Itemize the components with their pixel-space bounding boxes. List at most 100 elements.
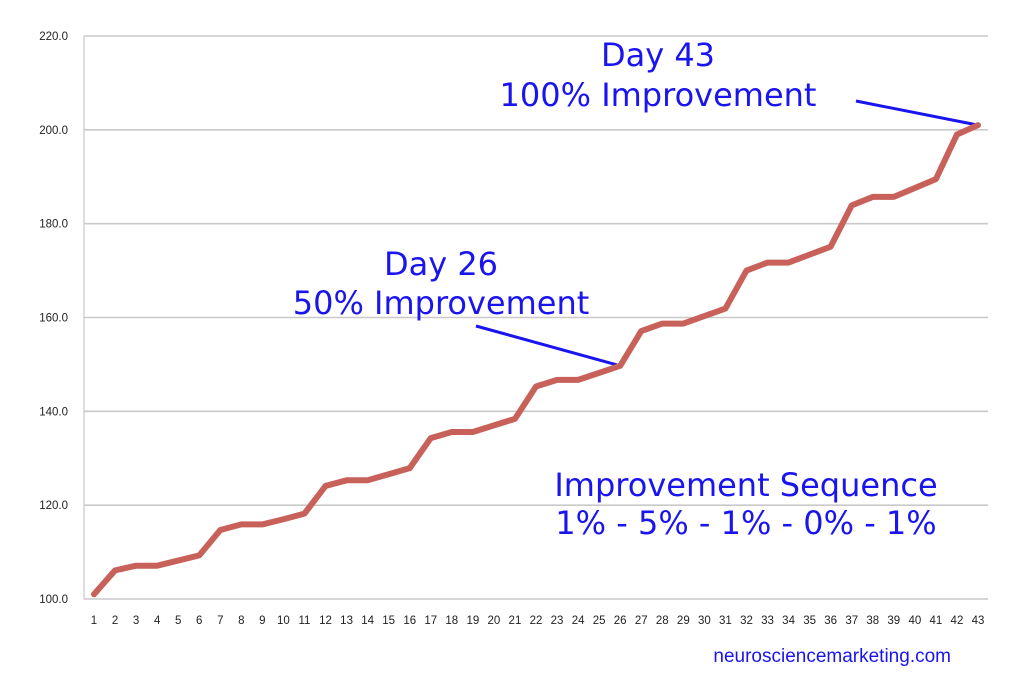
x-tick-label: 17 <box>424 615 437 627</box>
sequence-title: Improvement Sequence <box>554 466 937 504</box>
x-tick-label: 38 <box>866 615 879 627</box>
sequence-steps: 1% - 5% - 1% - 0% - 1% <box>555 504 936 542</box>
data-point <box>92 592 96 596</box>
x-tick-label: 20 <box>488 615 501 627</box>
data-point <box>934 177 938 181</box>
data-point <box>829 245 833 249</box>
x-tick-label: 6 <box>196 615 202 627</box>
series <box>91 122 981 598</box>
x-tick-label: 24 <box>572 615 585 627</box>
data-point <box>892 195 896 199</box>
data-point <box>260 522 264 526</box>
x-tick-label: 5 <box>175 615 181 627</box>
x-tick-label: 29 <box>677 615 690 627</box>
data-point <box>324 484 328 488</box>
x-tick-label: 32 <box>740 615 753 627</box>
x-tick-label: 13 <box>340 615 353 627</box>
data-point <box>281 517 285 521</box>
x-tick-label: 33 <box>761 615 774 627</box>
x-tick-label: 37 <box>845 615 858 627</box>
data-point <box>302 512 306 516</box>
y-axis-ticks: 100.0 120.0 140.0 160.0 180.0 200.0 220.0 <box>39 31 68 606</box>
x-tick-label: 9 <box>259 615 265 627</box>
x-tick-label: 41 <box>930 615 943 627</box>
y-tick-label: 100.0 <box>39 594 68 606</box>
x-tick-label: 7 <box>217 615 223 627</box>
x-tick-label: 15 <box>382 615 395 627</box>
x-tick-label: 22 <box>530 615 543 627</box>
y-tick-label: 180.0 <box>39 219 68 231</box>
x-tick-label: 2 <box>112 615 118 627</box>
x-tick-label: 19 <box>466 615 479 627</box>
credit-text: neurosciencemarketing.com <box>713 646 951 667</box>
data-point <box>387 472 391 476</box>
x-tick-label: 28 <box>656 615 669 627</box>
data-point <box>955 133 959 137</box>
x-tick-label: 31 <box>719 615 732 627</box>
y-tick-label: 200.0 <box>39 125 68 137</box>
data-point <box>766 261 770 265</box>
data-point <box>850 203 854 207</box>
data-point <box>408 466 412 470</box>
grid <box>83 35 988 600</box>
data-point <box>513 417 517 421</box>
data-point <box>702 314 706 318</box>
x-tick-label: 3 <box>133 615 139 627</box>
x-tick-label: 16 <box>403 615 416 627</box>
data-point <box>576 378 580 382</box>
data-point <box>492 423 496 427</box>
data-point <box>660 322 664 326</box>
x-tick-label: 11 <box>298 615 310 627</box>
x-tick-label: 40 <box>908 615 921 627</box>
data-point <box>113 568 117 572</box>
data-point <box>976 123 980 127</box>
x-tick-label: 8 <box>238 615 244 627</box>
x-tick-label: 18 <box>445 615 458 627</box>
x-tick-label: 21 <box>509 615 522 627</box>
data-point <box>723 307 727 311</box>
data-point <box>471 430 475 434</box>
y-tick-label: 160.0 <box>39 313 68 325</box>
annotation-pointer <box>475 324 621 368</box>
x-tick-label: 39 <box>887 615 900 627</box>
data-point <box>534 384 538 388</box>
data-point <box>239 522 243 526</box>
y-tick-label: 220.0 <box>39 31 68 43</box>
x-tick-label: 34 <box>782 615 795 627</box>
x-tick-label: 1 <box>91 615 97 627</box>
x-tick-label: 35 <box>803 615 816 627</box>
annotation-pointer <box>855 99 979 127</box>
data-point <box>618 364 622 368</box>
data-point <box>429 436 433 440</box>
data-point <box>913 186 917 190</box>
x-tick-label: 27 <box>635 615 648 627</box>
x-tick-label: 25 <box>593 615 606 627</box>
annotation-day26-subtitle: 50% Improvement <box>293 284 590 322</box>
data-point <box>345 478 349 482</box>
x-tick-label: 36 <box>824 615 837 627</box>
y-tick-label: 120.0 <box>39 500 68 512</box>
data-point <box>218 528 222 532</box>
data-point <box>744 269 748 273</box>
annotation-pointers <box>475 99 979 368</box>
data-point <box>597 371 601 375</box>
annotation-day43-subtitle: 100% Improvement <box>500 76 817 114</box>
data-point <box>366 478 370 482</box>
x-tick-label: 26 <box>614 615 627 627</box>
data-point <box>681 322 685 326</box>
data-point <box>808 253 812 257</box>
annotation-day43-title: Day 43 <box>601 36 715 74</box>
data-point <box>134 564 138 568</box>
data-point <box>639 329 643 333</box>
data-point <box>787 261 791 265</box>
annotation-day26-title: Day 26 <box>384 245 498 283</box>
x-tick-label: 12 <box>319 615 332 627</box>
data-point <box>871 195 875 199</box>
x-axis-ticks: 1 2 3 4 5 6 7 8 9 10 11 12 13 14 15 16 17 18 19 20 21 22 23 24 2… <box>91 615 985 627</box>
data-point <box>450 430 454 434</box>
x-tick-label: 42 <box>951 615 964 627</box>
x-tick-label: 23 <box>551 615 564 627</box>
data-point <box>155 564 159 568</box>
data-point <box>197 553 201 557</box>
